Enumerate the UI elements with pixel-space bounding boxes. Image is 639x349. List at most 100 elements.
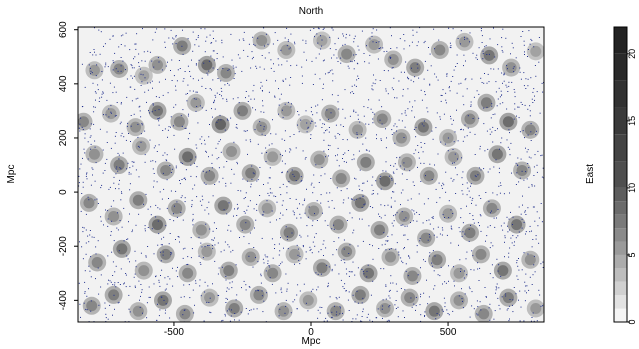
galaxy-point <box>450 242 452 244</box>
galaxy-point <box>431 262 433 264</box>
galaxy-point <box>351 61 353 63</box>
galaxy-point <box>434 285 436 287</box>
galaxy-point <box>311 225 313 227</box>
galaxy-point <box>404 247 405 248</box>
galaxy-point <box>144 91 146 93</box>
galaxy-point <box>385 147 387 149</box>
galaxy-point <box>228 288 230 290</box>
galaxy-point <box>311 121 313 122</box>
galaxy-point <box>382 47 384 49</box>
galaxy-point <box>216 158 218 160</box>
galaxy-point <box>144 228 146 230</box>
galaxy-point <box>327 286 329 288</box>
density-peak <box>78 116 89 128</box>
galaxy-point <box>127 258 129 260</box>
galaxy-point <box>82 129 84 130</box>
galaxy-point <box>465 60 466 62</box>
galaxy-point <box>410 297 412 299</box>
galaxy-point <box>531 40 533 42</box>
galaxy-point <box>126 255 128 257</box>
galaxy-point <box>98 29 100 31</box>
galaxy-point <box>113 62 115 64</box>
galaxy-point <box>304 158 306 160</box>
galaxy-point <box>142 312 143 314</box>
galaxy-point <box>500 225 502 227</box>
galaxy-point <box>96 198 98 200</box>
galaxy-point <box>415 305 417 307</box>
galaxy-point <box>378 99 380 101</box>
galaxy-point <box>412 29 414 31</box>
galaxy-point <box>131 231 133 233</box>
galaxy-point <box>93 111 95 113</box>
density-peak <box>428 305 440 317</box>
galaxy-point <box>194 304 195 306</box>
galaxy-point <box>392 89 394 91</box>
galaxy-point <box>345 290 347 291</box>
galaxy-point <box>441 309 443 311</box>
galaxy-point <box>268 52 270 54</box>
galaxy-point <box>146 317 148 319</box>
galaxy-point <box>85 242 87 244</box>
galaxy-point <box>401 113 403 115</box>
galaxy-point <box>389 56 391 58</box>
galaxy-point <box>294 263 295 265</box>
galaxy-point <box>162 254 164 256</box>
galaxy-point <box>492 141 494 143</box>
galaxy-point <box>366 180 368 182</box>
galaxy-point <box>320 202 322 204</box>
galaxy-point <box>295 198 297 200</box>
galaxy-point <box>533 255 535 257</box>
galaxy-point <box>89 234 91 236</box>
galaxy-point <box>173 75 175 77</box>
galaxy-point <box>117 70 119 72</box>
density-peak <box>475 248 487 260</box>
galaxy-point <box>514 91 516 93</box>
galaxy-point <box>402 95 404 97</box>
galaxy-point <box>453 69 455 71</box>
galaxy-point <box>453 266 454 268</box>
density-peak <box>300 118 312 130</box>
galaxy-point <box>523 252 525 254</box>
galaxy-point <box>497 128 498 130</box>
galaxy-point <box>303 283 305 285</box>
galaxy-point <box>368 123 370 125</box>
galaxy-point <box>215 96 217 98</box>
galaxy-point <box>276 219 277 221</box>
galaxy-point <box>420 267 421 269</box>
galaxy-point <box>132 229 133 231</box>
galaxy-point <box>343 199 345 201</box>
galaxy-point <box>404 225 406 227</box>
galaxy-point <box>536 211 538 213</box>
galaxy-point <box>476 90 478 92</box>
galaxy-point <box>157 303 158 305</box>
galaxy-point <box>462 95 464 97</box>
galaxy-point <box>245 192 247 194</box>
galaxy-point <box>400 204 401 206</box>
galaxy-point <box>516 115 517 117</box>
galaxy-point <box>513 287 515 288</box>
galaxy-point <box>533 46 535 48</box>
galaxy-point <box>213 59 215 61</box>
galaxy-point <box>227 229 229 231</box>
colorbar-tick-label: 10 <box>627 183 637 193</box>
galaxy-point <box>392 191 393 193</box>
galaxy-point <box>153 180 155 182</box>
galaxy-point <box>507 146 509 148</box>
galaxy-point <box>357 75 359 77</box>
galaxy-point <box>262 258 264 260</box>
galaxy-point <box>410 79 412 81</box>
galaxy-point <box>250 67 252 69</box>
colorbar-label: East <box>585 164 596 184</box>
galaxy-point <box>162 154 164 156</box>
galaxy-point <box>267 260 269 262</box>
galaxy-point <box>82 258 84 260</box>
galaxy-point <box>205 183 207 185</box>
galaxy-point <box>105 209 106 211</box>
galaxy-point <box>378 48 380 49</box>
galaxy-point <box>362 143 364 145</box>
galaxy-point <box>525 231 527 233</box>
galaxy-point <box>84 86 86 88</box>
density-peak <box>480 97 492 109</box>
galaxy-point <box>80 210 82 212</box>
galaxy-point <box>208 156 209 158</box>
